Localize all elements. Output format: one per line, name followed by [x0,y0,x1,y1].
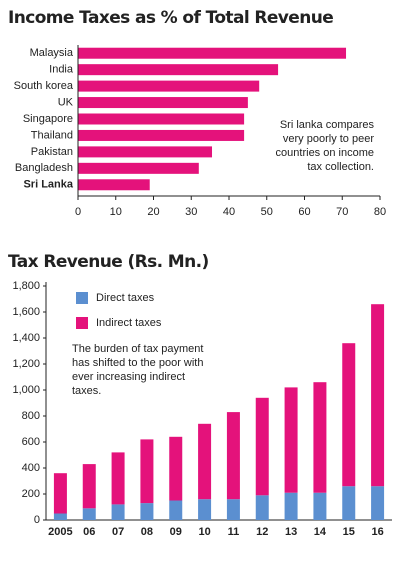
bar [78,162,199,174]
bar-segment [169,436,183,501]
bar-segment [371,304,385,487]
x-tick-label: 20 [147,206,159,218]
x-tick-label: 13 [285,526,297,538]
y-tick-label: Thailand [31,129,73,141]
y-tick-label: 600 [22,436,40,448]
y-tick-label: Singapore [23,113,73,125]
bar-segment [111,504,125,520]
x-tick-label: 0 [75,206,81,218]
bar [78,80,260,92]
bar-segment [140,439,154,504]
y-tick-label: 1,000 [12,384,40,396]
bar-segment [53,513,67,520]
bar [78,64,279,76]
bar-segment [226,499,240,520]
bar-segment [313,382,327,493]
bar-segment [342,343,356,487]
chart-title: Income Taxes as % of Total Revenue [8,8,333,28]
legend-swatch [76,317,88,329]
x-tick-label: 2005 [48,526,72,538]
bar-segment [284,492,298,520]
bar [78,129,245,141]
x-tick-label: 09 [170,526,182,538]
annotation: The burden of tax payment has shifted to… [72,343,204,397]
y-tick-label: 1,600 [12,306,40,318]
x-tick-label: 08 [141,526,153,538]
y-tick-label: India [49,64,74,76]
legend-label: Direct taxes [96,292,155,304]
bar [78,97,248,109]
y-tick-label: Bangladesh [15,162,73,174]
legend-swatch [76,292,88,304]
bar [78,179,150,191]
x-tick-label: 10 [110,206,122,218]
x-tick-label: 70 [336,206,348,218]
chart-title: Tax Revenue (Rs. Mn.) [8,252,209,272]
x-tick-label: 30 [185,206,197,218]
x-tick-label: 16 [371,526,383,538]
bar [78,146,213,158]
bar-segment [255,397,269,496]
bar-segment [82,464,96,509]
bar-segment [255,495,269,520]
bar-segment [342,486,356,520]
x-tick-label: 12 [256,526,268,538]
y-tick-label: Malaysia [30,47,74,59]
bar-segment [284,387,298,493]
bar-segment [198,423,212,500]
x-tick-label: 10 [198,526,210,538]
y-tick-label: 1,400 [12,332,40,344]
y-tick-label: 1,200 [12,358,40,370]
x-tick-label: 60 [298,206,310,218]
annotation: Sri lanka compares very poorly to peer c… [275,119,374,173]
y-tick-label: Pakistan [31,146,73,158]
bar-segment [111,452,125,505]
x-tick-label: 11 [228,526,240,538]
bar-segment [226,412,240,500]
y-tick-label: 1,800 [12,280,40,292]
x-tick-label: 15 [343,526,355,538]
x-tick-label: 50 [261,206,273,218]
y-tick-label: 0 [34,514,40,526]
y-tick-label: 400 [22,462,40,474]
x-tick-label: 40 [223,206,235,218]
y-tick-label: Sri Lanka [23,179,73,191]
x-tick-label: 80 [374,206,386,218]
bar-segment [140,503,154,520]
bar-segment [371,486,385,520]
y-tick-label: UK [58,96,74,108]
bar [78,47,347,59]
x-tick-label: 14 [314,526,327,538]
bar [78,113,245,125]
bar-segment [313,492,327,520]
y-tick-label: South korea [14,80,74,92]
legend-label: Indirect taxes [96,317,162,329]
bar-segment [198,499,212,520]
bar-segment [169,500,183,520]
y-tick-label: 200 [22,488,40,500]
y-tick-label: 800 [22,410,40,422]
x-tick-label: 07 [112,526,124,538]
bar-segment [53,473,67,514]
x-tick-label: 06 [83,526,95,538]
bar-segment [82,508,96,520]
